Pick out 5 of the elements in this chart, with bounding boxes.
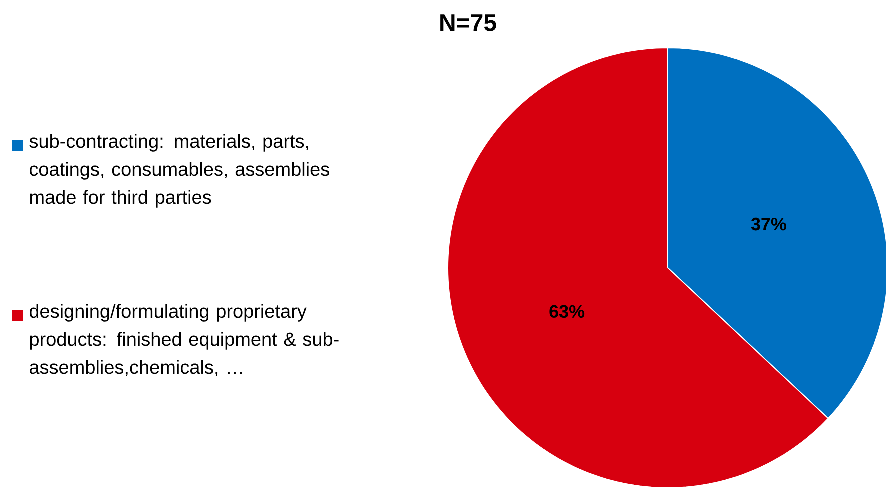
data-label: 63% [550, 305, 585, 318]
legend-label: sub-contracting: materials, parts, coatings, consumables, assemblies made for third parties [30, 134, 330, 208]
legend-label: designing/formulating proprietary products: finished equipment & sub-assemblies,chemicals, … [30, 304, 339, 376]
chart-title: N=75 [440, 14, 496, 32]
data-label: 37% [751, 218, 786, 231]
